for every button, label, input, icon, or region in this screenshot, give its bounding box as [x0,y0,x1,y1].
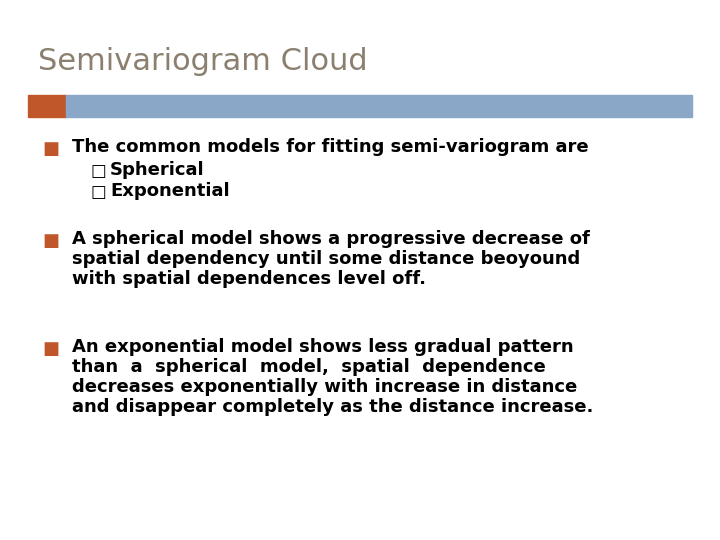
Text: than  a  spherical  model,  spatial  dependence: than a spherical model, spatial dependen… [72,358,546,376]
Text: decreases exponentially with increase in distance: decreases exponentially with increase in… [72,378,577,396]
Text: Exponential: Exponential [110,182,230,200]
Text: □: □ [90,183,106,201]
Bar [66,95,692,117]
Text: The common models for fitting semi-variogram are: The common models for fitting semi-vario… [72,138,589,156]
Bar [28,95,66,117]
Text: and disappear completely as the distance increase.: and disappear completely as the distance… [72,398,593,416]
Text: ■: ■ [42,340,59,358]
Text: An exponential model shows less gradual pattern: An exponential model shows less gradual … [72,338,574,356]
Text: □: □ [90,162,106,180]
Text: spatial dependency until some distance beoyound: spatial dependency until some distance b… [72,250,580,268]
Text: A spherical model shows a progressive decrease of: A spherical model shows a progressive de… [72,230,590,248]
Text: ■: ■ [42,140,59,158]
Text: Semivariogram Cloud: Semivariogram Cloud [38,48,368,77]
Text: ■: ■ [42,232,59,250]
Text: Spherical: Spherical [110,161,204,179]
Text: with spatial dependences level off.: with spatial dependences level off. [72,270,426,288]
